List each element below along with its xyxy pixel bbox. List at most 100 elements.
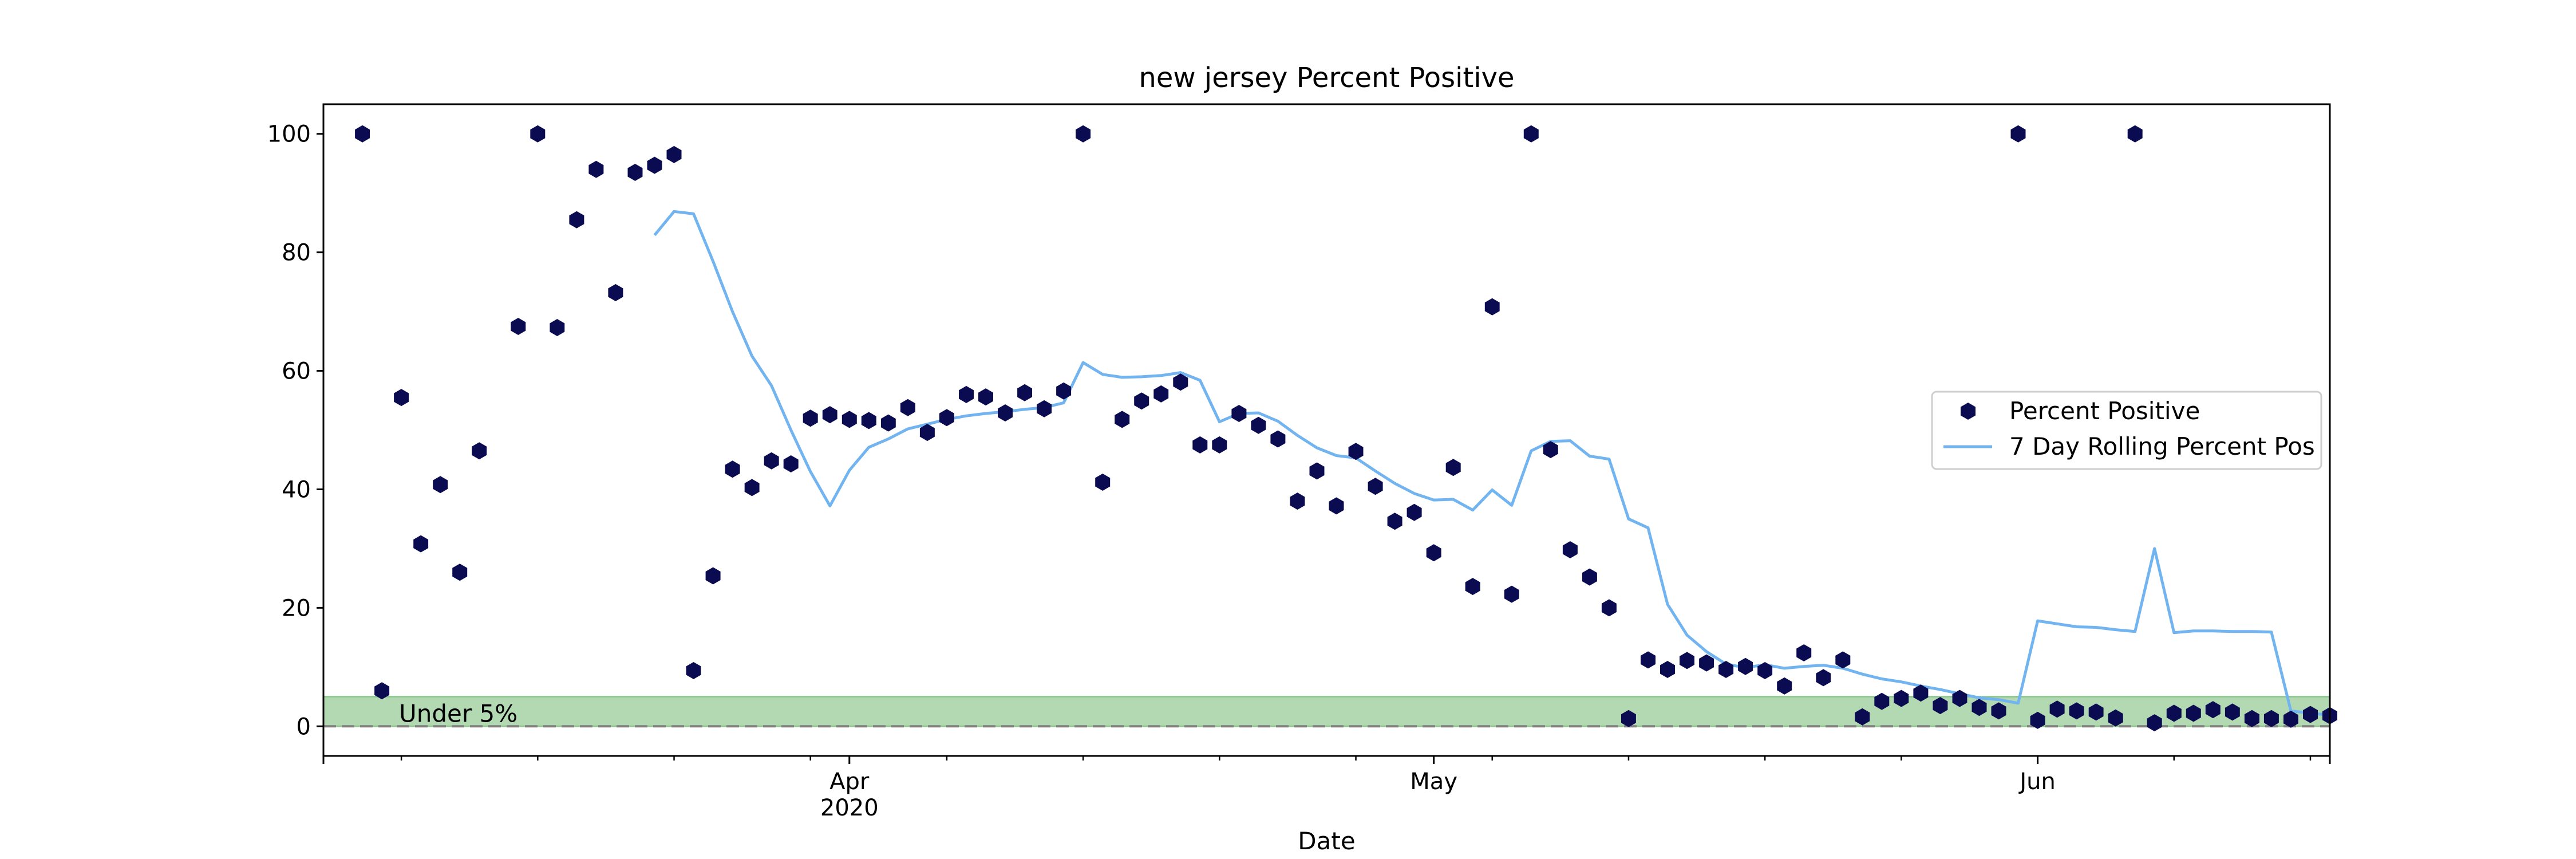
data-point — [1153, 385, 1169, 403]
data-point — [2069, 702, 2084, 720]
data-point — [413, 535, 429, 553]
data-point — [666, 145, 682, 163]
x-tick-label: May — [1410, 769, 1457, 795]
chart-title: new jersey Percent Positive — [1139, 62, 1514, 94]
data-point — [1913, 684, 1929, 702]
data-point — [374, 682, 390, 700]
data-point — [2127, 125, 2143, 143]
data-point — [1192, 436, 1208, 454]
data-point — [2205, 701, 2221, 719]
data-point — [1621, 710, 1636, 727]
data-point — [608, 284, 623, 301]
data-point — [2225, 703, 2240, 721]
data-point — [1543, 441, 1558, 459]
data-point — [1523, 125, 1539, 143]
data-point — [1290, 492, 1305, 510]
y-tick-label: 60 — [282, 358, 311, 385]
data-point — [1329, 497, 1344, 515]
data-point — [686, 662, 701, 679]
scatter-layer — [355, 125, 2337, 732]
data-point — [744, 479, 760, 497]
data-point — [783, 455, 799, 472]
y-tick-label: 80 — [282, 240, 311, 266]
x-tick-label: Jun — [2018, 769, 2056, 795]
plot-frame — [322, 103, 2331, 757]
data-point — [1641, 651, 1656, 669]
data-point — [1971, 699, 1987, 716]
data-point — [1777, 677, 1792, 695]
data-point — [1562, 541, 1578, 558]
data-point — [588, 160, 604, 178]
data-point — [998, 404, 1013, 421]
data-point — [1601, 599, 1617, 617]
data-point — [394, 389, 409, 407]
y-tick-label: 20 — [282, 595, 311, 621]
data-point — [1874, 692, 1890, 710]
data-point — [2030, 711, 2045, 729]
data-point — [1231, 405, 1247, 422]
data-point — [1348, 443, 1364, 460]
data-point — [919, 424, 935, 442]
data-point — [861, 412, 876, 430]
data-point — [1134, 392, 1149, 410]
x-axis-label: Date — [1298, 827, 1355, 855]
data-point — [1095, 474, 1111, 491]
data-point — [1309, 462, 1325, 480]
band-label: Under 5% — [399, 699, 517, 727]
data-point — [1426, 544, 1441, 562]
data-point — [2283, 710, 2298, 728]
data-point — [2244, 710, 2259, 727]
data-point — [1212, 436, 1227, 454]
data-point — [1835, 651, 1851, 669]
data-point — [1017, 384, 1032, 401]
y-tick-label: 0 — [297, 714, 311, 740]
data-point — [725, 460, 740, 478]
x-tick-sublabel: 2020 — [820, 795, 879, 821]
data-point — [530, 125, 546, 143]
data-point — [1991, 702, 2006, 720]
y-tick-label: 40 — [282, 476, 311, 503]
data-point — [803, 409, 818, 427]
data-point — [1796, 644, 1812, 661]
data-point — [2088, 703, 2104, 721]
data-point — [550, 319, 565, 336]
data-point — [1816, 669, 1831, 687]
data-point — [2263, 710, 2279, 727]
legend-box — [1931, 391, 2322, 470]
data-point — [1387, 513, 1402, 530]
data-point — [1757, 662, 1773, 679]
legend: Percent Positive 7 Day Rolling Percent Po… — [1931, 391, 2322, 470]
data-point — [1173, 373, 1188, 391]
data-point — [841, 411, 857, 428]
rolling-line-layer — [653, 210, 2330, 717]
data-point — [647, 156, 662, 174]
data-point — [705, 567, 721, 585]
data-point — [1738, 657, 1753, 675]
data-point — [2303, 706, 2318, 723]
data-point — [1484, 298, 1500, 316]
band-rect — [322, 696, 2331, 727]
data-point — [1115, 411, 1130, 428]
data-point — [1056, 382, 1072, 400]
data-point — [355, 125, 370, 143]
data-point — [1504, 585, 1519, 603]
data-point — [627, 164, 643, 181]
data-point — [1465, 578, 1480, 596]
data-point — [822, 406, 837, 424]
y-tick-label: 100 — [267, 121, 311, 148]
data-point — [1660, 661, 1675, 678]
data-point — [1445, 459, 1461, 476]
data-point — [939, 409, 954, 427]
data-point — [2108, 709, 2123, 727]
rolling-percent-line — [653, 210, 2330, 717]
data-point — [472, 442, 487, 460]
data-point — [1718, 661, 1734, 678]
legend-label-percent-positive: Percent Positive — [2009, 397, 2200, 425]
data-point — [900, 399, 915, 416]
data-point — [1952, 689, 1967, 707]
data-point — [2166, 704, 2182, 722]
data-point — [1406, 503, 1422, 521]
data-point — [433, 476, 448, 494]
